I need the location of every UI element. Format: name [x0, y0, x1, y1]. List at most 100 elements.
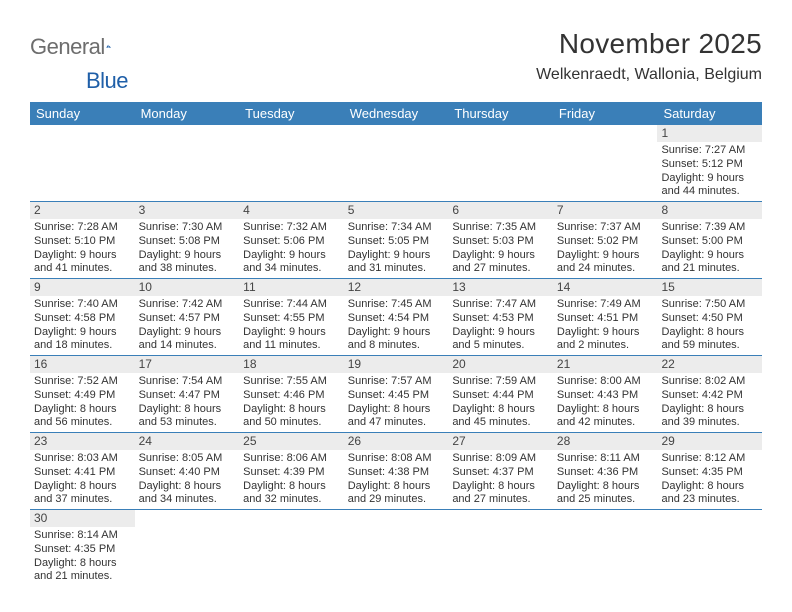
daylight-text: Daylight: 8 hours: [348, 403, 445, 417]
day-cell: 28Sunrise: 8:11 AMSunset: 4:36 PMDayligh…: [553, 433, 658, 509]
day-number: 5: [344, 202, 449, 219]
calendar-page: General November 2025 Welkenraedt, Wallo…: [0, 0, 792, 586]
daylight-text: Daylight: 8 hours: [34, 403, 131, 417]
sunset-text: Sunset: 4:38 PM: [348, 466, 445, 480]
sunrise-text: Sunrise: 7:47 AM: [452, 298, 549, 312]
sunrise-text: Sunrise: 7:55 AM: [243, 375, 340, 389]
day-header: Thursday: [448, 102, 553, 125]
day-number: 14: [553, 279, 658, 296]
day-number: 19: [344, 356, 449, 373]
sunrise-text: Sunrise: 7:34 AM: [348, 221, 445, 235]
day-cell: 3Sunrise: 7:30 AMSunset: 5:08 PMDaylight…: [135, 202, 240, 278]
daylight-text: Daylight: 9 hours: [452, 249, 549, 263]
empty-cell: [135, 510, 240, 586]
day-cell: 1Sunrise: 7:27 AMSunset: 5:12 PMDaylight…: [657, 125, 762, 201]
sunrise-text: Sunrise: 7:30 AM: [139, 221, 236, 235]
day-number: 20: [448, 356, 553, 373]
day-cell: 29Sunrise: 8:12 AMSunset: 4:35 PMDayligh…: [657, 433, 762, 509]
day-number: 6: [448, 202, 553, 219]
day-number: 27: [448, 433, 553, 450]
sunrise-text: Sunrise: 7:49 AM: [557, 298, 654, 312]
logo-text-left: General: [30, 34, 105, 60]
daylight-text: and 38 minutes.: [139, 262, 236, 276]
sunset-text: Sunset: 4:36 PM: [557, 466, 654, 480]
daylight-text: and 32 minutes.: [243, 493, 340, 507]
day-cell: 13Sunrise: 7:47 AMSunset: 4:53 PMDayligh…: [448, 279, 553, 355]
day-cell: 14Sunrise: 7:49 AMSunset: 4:51 PMDayligh…: [553, 279, 658, 355]
day-header: Sunday: [30, 102, 135, 125]
daylight-text: and 42 minutes.: [557, 416, 654, 430]
daylight-text: Daylight: 8 hours: [243, 480, 340, 494]
weeks-container: 1Sunrise: 7:27 AMSunset: 5:12 PMDaylight…: [30, 125, 762, 586]
sunrise-text: Sunrise: 7:44 AM: [243, 298, 340, 312]
daylight-text: and 47 minutes.: [348, 416, 445, 430]
sunrise-text: Sunrise: 7:39 AM: [661, 221, 758, 235]
day-cell: 23Sunrise: 8:03 AMSunset: 4:41 PMDayligh…: [30, 433, 135, 509]
sunset-text: Sunset: 4:41 PM: [34, 466, 131, 480]
daylight-text: and 21 minutes.: [661, 262, 758, 276]
sunset-text: Sunset: 5:08 PM: [139, 235, 236, 249]
daylight-text: Daylight: 9 hours: [243, 326, 340, 340]
daylight-text: and 18 minutes.: [34, 339, 131, 353]
day-number: 28: [553, 433, 658, 450]
daylight-text: Daylight: 9 hours: [452, 326, 549, 340]
daylight-text: and 56 minutes.: [34, 416, 131, 430]
daylight-text: and 24 minutes.: [557, 262, 654, 276]
day-cell: 26Sunrise: 8:08 AMSunset: 4:38 PMDayligh…: [344, 433, 449, 509]
day-number: 3: [135, 202, 240, 219]
day-cell: 8Sunrise: 7:39 AMSunset: 5:00 PMDaylight…: [657, 202, 762, 278]
daylight-text: Daylight: 8 hours: [34, 480, 131, 494]
week-row: 16Sunrise: 7:52 AMSunset: 4:49 PMDayligh…: [30, 356, 762, 433]
sunset-text: Sunset: 5:03 PM: [452, 235, 549, 249]
day-cell: 20Sunrise: 7:59 AMSunset: 4:44 PMDayligh…: [448, 356, 553, 432]
day-header: Saturday: [657, 102, 762, 125]
daylight-text: and 34 minutes.: [243, 262, 340, 276]
day-number: 10: [135, 279, 240, 296]
day-cell: 4Sunrise: 7:32 AMSunset: 5:06 PMDaylight…: [239, 202, 344, 278]
daylight-text: and 41 minutes.: [34, 262, 131, 276]
daylight-text: and 39 minutes.: [661, 416, 758, 430]
daylight-text: and 25 minutes.: [557, 493, 654, 507]
day-number: 23: [30, 433, 135, 450]
day-cell: 25Sunrise: 8:06 AMSunset: 4:39 PMDayligh…: [239, 433, 344, 509]
day-cell: 27Sunrise: 8:09 AMSunset: 4:37 PMDayligh…: [448, 433, 553, 509]
sunset-text: Sunset: 4:40 PM: [139, 466, 236, 480]
daylight-text: and 14 minutes.: [139, 339, 236, 353]
daylight-text: and 53 minutes.: [139, 416, 236, 430]
day-header: Tuesday: [239, 102, 344, 125]
day-cell: 6Sunrise: 7:35 AMSunset: 5:03 PMDaylight…: [448, 202, 553, 278]
daylight-text: Daylight: 8 hours: [139, 403, 236, 417]
day-number: 7: [553, 202, 658, 219]
daylight-text: Daylight: 9 hours: [348, 326, 445, 340]
daylight-text: and 8 minutes.: [348, 339, 445, 353]
day-number: 13: [448, 279, 553, 296]
week-row: 23Sunrise: 8:03 AMSunset: 4:41 PMDayligh…: [30, 433, 762, 510]
daylight-text: Daylight: 8 hours: [661, 403, 758, 417]
daylight-text: Daylight: 9 hours: [139, 326, 236, 340]
location: Welkenraedt, Wallonia, Belgium: [536, 66, 762, 84]
sunset-text: Sunset: 4:44 PM: [452, 389, 549, 403]
daylight-text: Daylight: 8 hours: [452, 480, 549, 494]
daylight-text: Daylight: 9 hours: [34, 249, 131, 263]
sunset-text: Sunset: 5:06 PM: [243, 235, 340, 249]
sunrise-text: Sunrise: 7:40 AM: [34, 298, 131, 312]
sunrise-text: Sunrise: 7:27 AM: [661, 144, 758, 158]
sunset-text: Sunset: 4:58 PM: [34, 312, 131, 326]
empty-cell: [553, 510, 658, 586]
sunrise-text: Sunrise: 8:02 AM: [661, 375, 758, 389]
day-number: 30: [30, 510, 135, 527]
sunset-text: Sunset: 5:12 PM: [661, 158, 758, 172]
daylight-text: Daylight: 8 hours: [557, 480, 654, 494]
day-cell: 16Sunrise: 7:52 AMSunset: 4:49 PMDayligh…: [30, 356, 135, 432]
empty-cell: [344, 510, 449, 586]
daylight-text: and 37 minutes.: [34, 493, 131, 507]
sunset-text: Sunset: 4:43 PM: [557, 389, 654, 403]
daylight-text: and 27 minutes.: [452, 262, 549, 276]
daylight-text: and 59 minutes.: [661, 339, 758, 353]
day-number: 21: [553, 356, 658, 373]
sunrise-text: Sunrise: 8:09 AM: [452, 452, 549, 466]
daylight-text: and 23 minutes.: [661, 493, 758, 507]
sunset-text: Sunset: 5:02 PM: [557, 235, 654, 249]
daylight-text: Daylight: 9 hours: [348, 249, 445, 263]
day-cell: 21Sunrise: 8:00 AMSunset: 4:43 PMDayligh…: [553, 356, 658, 432]
